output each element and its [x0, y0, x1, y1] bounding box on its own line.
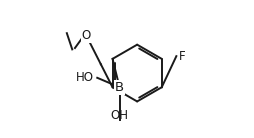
Text: OH: OH: [110, 109, 129, 122]
Text: B: B: [115, 81, 124, 94]
Text: HO: HO: [76, 71, 94, 84]
Text: O: O: [82, 29, 91, 42]
Text: F: F: [179, 50, 186, 63]
